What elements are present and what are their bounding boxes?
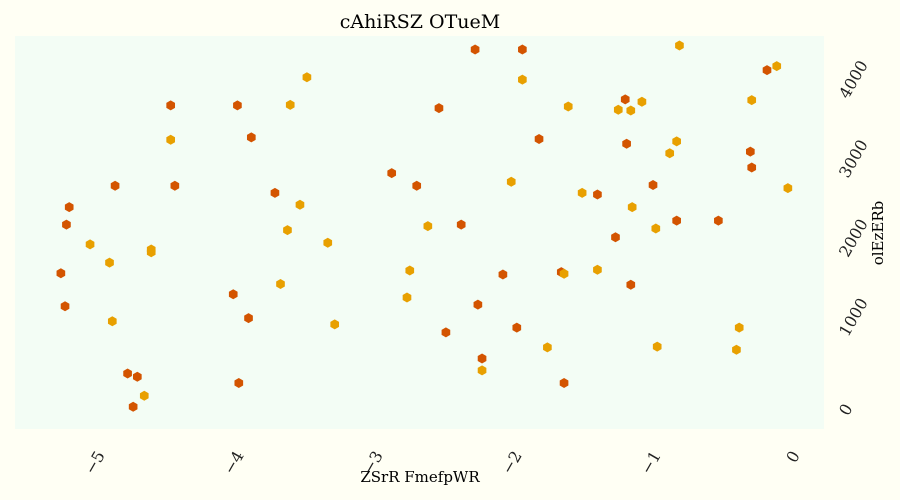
data-point-s1-3 <box>62 219 71 230</box>
data-point-s2-37 <box>747 95 757 106</box>
data-point-s2-3 <box>107 316 117 327</box>
data-point-s2-4 <box>139 390 149 401</box>
data-point-s2-25 <box>593 264 602 275</box>
data-point-s1-16 <box>270 187 280 198</box>
data-point-s1-9 <box>166 100 176 111</box>
data-point-s1-27 <box>518 44 527 55</box>
data-point-s1-28 <box>534 134 544 144</box>
data-point-s1-4 <box>64 202 74 213</box>
data-point-s1-8 <box>132 371 142 382</box>
data-point-s2-32 <box>665 148 675 159</box>
data-point-s1-32 <box>611 232 620 243</box>
data-point-s2-36 <box>734 322 744 333</box>
x-axis-label: ZSrR FmefpWR <box>360 468 480 486</box>
data-point-s2-38 <box>772 61 782 72</box>
data-point-s2-24 <box>577 187 587 198</box>
data-point-s1-36 <box>648 179 658 190</box>
y-axis-ticks: 0 1000 2000 3000 4000 <box>835 57 872 419</box>
data-point-s2-20 <box>518 74 527 85</box>
x-tick-label: −1 <box>637 448 665 478</box>
data-point-s1-41 <box>762 65 772 76</box>
data-point-s1-31 <box>593 189 602 200</box>
data-point-s1-17 <box>387 168 397 179</box>
data-point-s1-33 <box>620 94 630 105</box>
data-point-s1-10 <box>170 180 180 191</box>
data-point-s2-26 <box>613 104 623 115</box>
data-point-s2-33 <box>672 136 681 147</box>
data-point-s2-22 <box>559 268 569 279</box>
data-point-s1-34 <box>622 138 631 149</box>
data-point-s1-25 <box>498 269 508 280</box>
data-point-s2-30 <box>651 223 661 234</box>
data-point-s2-9 <box>283 225 292 236</box>
data-point-s1-11 <box>228 289 238 300</box>
data-point-s2-10 <box>285 99 295 110</box>
data-point-s1-1 <box>56 268 66 279</box>
data-point-s2-31 <box>652 341 662 352</box>
data-point-s1-13 <box>234 378 244 389</box>
y-axis-label: olEzERb <box>869 201 887 266</box>
data-point-s2-19 <box>506 176 516 187</box>
data-point-s1-23 <box>473 299 483 310</box>
plot-area <box>15 36 824 429</box>
data-point-s1-21 <box>456 219 466 230</box>
data-point-s2-2 <box>105 257 114 268</box>
data-point-s2-21 <box>543 342 552 353</box>
data-point-s1-30 <box>559 378 569 389</box>
y-tick-label: 3000 <box>835 136 872 181</box>
data-point-s2-14 <box>330 319 340 330</box>
data-point-s2-28 <box>627 202 637 213</box>
x-tick-label: −5 <box>81 448 109 478</box>
data-point-s1-35 <box>626 279 636 290</box>
data-point-s1-6 <box>123 368 132 379</box>
data-points <box>56 40 793 412</box>
data-point-s1-38 <box>714 215 723 226</box>
data-point-s2-16 <box>405 265 415 276</box>
data-point-s1-24 <box>477 353 487 364</box>
data-point-s2-35 <box>732 344 741 355</box>
data-point-s1-5 <box>110 180 120 191</box>
data-point-s1-26 <box>512 322 522 333</box>
y-tick-label: 1000 <box>835 295 872 340</box>
data-point-s1-18 <box>412 180 422 191</box>
data-point-s2-1 <box>85 239 95 250</box>
y-tick-label: 0 <box>835 400 857 418</box>
y-tick-label: 2000 <box>835 216 872 261</box>
chart-title: cAhiRSZ OTueM <box>340 11 500 33</box>
data-point-s2-39 <box>783 183 793 194</box>
x-tick-label: 0 <box>782 448 804 466</box>
data-point-s1-39 <box>746 146 755 157</box>
data-point-s1-15 <box>246 132 256 143</box>
data-point-s2-34 <box>675 40 684 51</box>
x-tick-label: −2 <box>498 448 526 478</box>
data-point-s1-14 <box>244 313 253 324</box>
data-point-s2-11 <box>295 199 305 210</box>
data-point-s2-23 <box>563 101 573 112</box>
data-point-s1-7 <box>128 401 138 412</box>
data-point-s1-40 <box>747 162 757 173</box>
data-point-s1-19 <box>434 103 444 114</box>
data-point-s1-12 <box>233 100 242 111</box>
data-point-s2-29 <box>637 96 647 107</box>
data-point-s2-17 <box>423 221 433 232</box>
data-point-s2-8 <box>276 279 285 289</box>
data-point-s2-15 <box>402 292 412 303</box>
y-tick-label: 4000 <box>835 57 872 102</box>
data-point-s2-18 <box>477 365 487 376</box>
x-tick-label: −4 <box>220 448 248 478</box>
data-point-s1-22 <box>470 44 480 55</box>
data-point-s2-12 <box>302 72 312 83</box>
data-point-s2-13 <box>323 237 333 248</box>
data-point-s2-7 <box>166 134 176 145</box>
data-point-s2-6 <box>146 247 156 258</box>
data-point-s2-27 <box>626 105 636 116</box>
data-point-s1-37 <box>672 215 681 226</box>
data-point-s1-20 <box>441 327 451 338</box>
data-point-s1-2 <box>60 301 70 312</box>
